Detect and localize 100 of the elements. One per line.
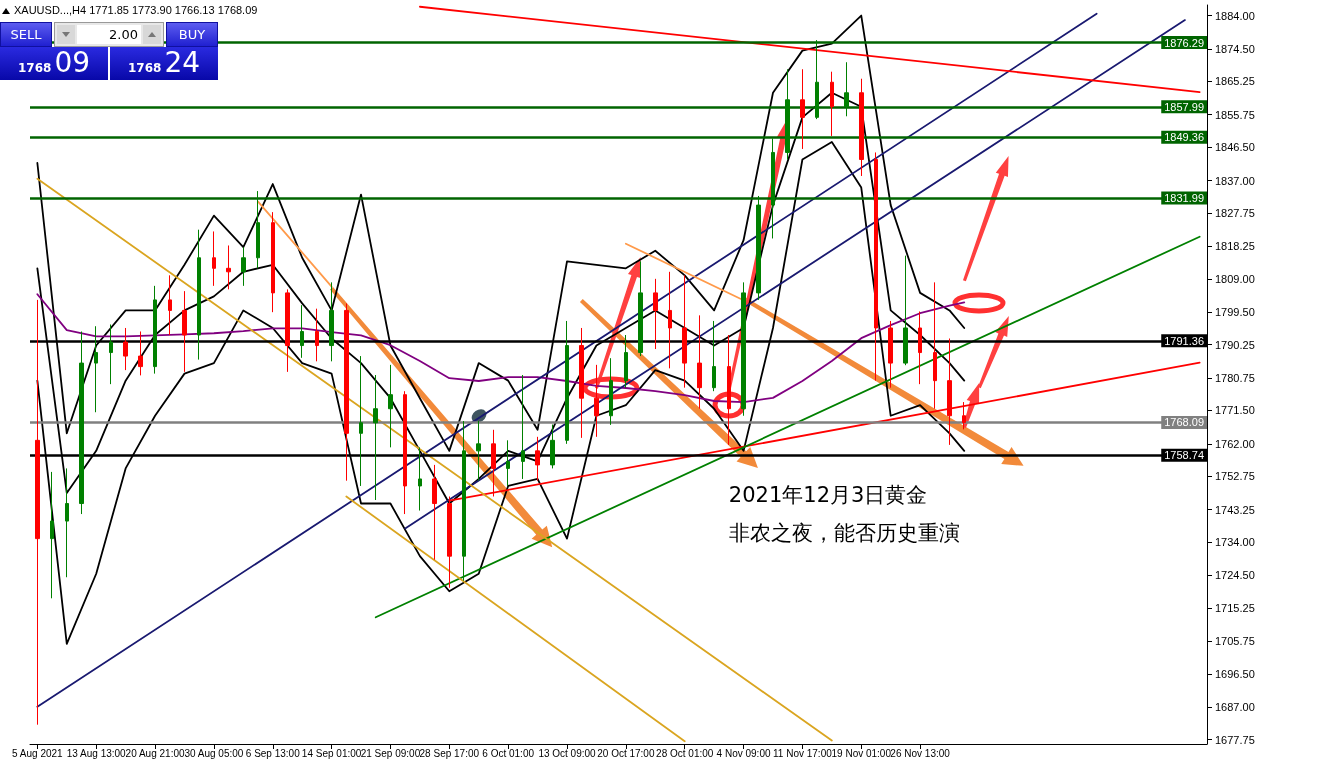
x-tick-label: 11 Nov 17:00 [773,747,833,759]
candlestick [329,281,334,362]
y-tick-label: 1799.50 [1215,306,1255,319]
y-tick-label: 1884.00 [1215,9,1255,22]
candlestick [535,436,540,482]
candlestick [579,327,584,439]
candlestick [94,325,98,413]
x-tick-label: 4 Nov 09:00 [716,747,771,759]
candlestick [168,274,172,336]
candlestick [462,420,466,582]
y-tick-label: 1734.00 [1215,536,1255,549]
y-tick-label: 1715.25 [1215,601,1255,614]
candlestick [418,446,422,512]
y-tick-label: 1771.50 [1215,404,1255,417]
candlestick [815,39,819,120]
candlestick [668,271,672,369]
x-tick-label: 13 Aug 13:00 [66,747,127,759]
annotation: 非农之夜，能否历史重演 [728,520,960,548]
candlestick [682,274,687,389]
y-tick-label: 1724.50 [1215,569,1255,582]
candlestick [476,420,481,482]
x-tick-label: 28 Sep 17:00 [419,747,480,759]
candlestick [506,439,510,487]
y-tick-label: 1705.75 [1215,635,1255,648]
x-tick-label: 26 Nov 13:00 [890,747,951,759]
candlestick [550,424,555,469]
y-tick-label: 1846.50 [1215,141,1255,154]
ref-line-label: 1876.29 [1164,36,1204,49]
x-tick-label: 20 Aug 21:00 [125,747,185,759]
candlestick [491,429,496,497]
candlestick [888,320,893,389]
x-tick-label: 6 Oct 01:00 [482,747,535,759]
candlestick [256,190,260,269]
x-tick-label: 21 Sep 09:00 [360,747,421,759]
candlestick [653,278,658,350]
y-tick-label: 1677.75 [1215,733,1255,746]
candlestick [756,195,761,301]
candlestick [79,330,84,515]
candlestick [182,290,187,373]
x-tick-label: 6 Sep 13:00 [245,747,301,759]
candlestick [800,68,805,150]
candlestick [373,374,378,501]
candlestick [624,334,628,389]
x-tick-label: 13 Oct 09:00 [538,747,597,759]
candlestick [859,78,864,177]
candlestick [771,137,775,239]
candlestick [844,61,849,117]
button: SELL [0,22,52,47]
candlestick [359,355,363,487]
x-tick-label: 20 Oct 17:00 [597,747,655,759]
candlestick [271,211,275,313]
ref-line-label: 1849.36 [1164,131,1204,144]
candlestick [785,68,790,160]
y-tick-label: 1762.00 [1215,437,1255,450]
annotation: 1768 [127,61,162,75]
candlestick [727,334,731,446]
y-tick-label: 1809.00 [1215,272,1255,285]
ref-line-label: 1831.99 [1164,192,1204,205]
y-tick-label: 1827.75 [1215,207,1255,220]
annotation: 24 [164,46,201,79]
candlestick [521,374,525,480]
candlestick [226,244,231,290]
annotation: 2021年12月3日黄金 [728,481,928,509]
text-field: 2.00 [77,25,141,44]
candlestick [153,285,157,375]
y-tick-label: 1780.75 [1215,372,1255,385]
y-tick-label: 1687.00 [1215,701,1255,714]
annotation: 09 [54,46,91,79]
candlestick [65,467,69,578]
y-tick-label: 1696.50 [1215,667,1255,680]
candlestick [962,401,966,430]
candlestick [109,323,113,385]
ref-line-label: 1768.09 [1164,416,1204,429]
candlestick [918,310,922,385]
candlestick [300,304,304,359]
x-tick-label: 30 Aug 05:00 [184,747,244,759]
candlestick [285,288,290,373]
chart-title: XAUUSD...,H4 1771.85 1773.90 1766.13 1768.09 [14,4,258,16]
candlestick [830,71,834,137]
y-tick-label: 1855.75 [1215,108,1255,121]
candlestick [315,308,319,362]
candlestick [344,302,349,482]
candlestick [638,260,643,357]
candlestick [241,246,246,287]
candlestick [712,320,716,392]
ref-line-label: 1791.36 [1164,334,1204,347]
y-tick-label: 1818.25 [1215,240,1255,253]
candlestick [609,357,613,426]
x-tick-label: 19 Nov 01:00 [831,747,892,759]
y-tick-label: 1865.25 [1215,75,1255,88]
candlestick [697,314,702,410]
price-box: 1768 09 [0,47,108,80]
candlestick [35,299,40,726]
candlestick [565,320,569,445]
candlestick [903,255,908,366]
candlestick [197,229,201,361]
candlestick [50,471,54,599]
annotation: 1768 [17,61,52,75]
candlestick [741,281,746,417]
candlestick [874,151,878,382]
